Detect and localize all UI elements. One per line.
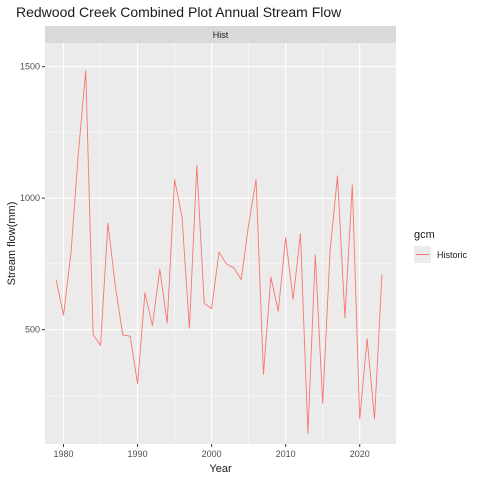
x-tick-label: 2000 [202,449,222,459]
axis-ticks: 1980 1990 2000 2010 2020 500 1000 1500 [20,62,370,459]
facet-label: Hist [213,30,229,40]
plot-panel [45,43,396,444]
legend-title: gcm [414,229,435,241]
x-tick-label: 2020 [350,449,370,459]
series-lines [55,70,383,434]
series-line-historic [55,70,383,434]
x-tick-label: 1990 [128,449,148,459]
x-axis-title: Year [209,463,232,475]
grid-lines [45,43,396,444]
chart-title: Redwood Creek Combined Plot Annual Strea… [16,4,342,20]
facet-strip [45,26,396,43]
legend: gcm Historic [414,229,468,263]
y-tick-label: 500 [25,325,40,335]
x-tick-label: 1980 [53,449,73,459]
y-tick-label: 1000 [20,193,40,203]
y-axis-title: Stream flow(mm) [6,202,18,286]
x-tick-label: 2010 [276,449,296,459]
y-tick-label: 1500 [20,62,40,72]
legend-label-historic: Historic [437,250,468,260]
